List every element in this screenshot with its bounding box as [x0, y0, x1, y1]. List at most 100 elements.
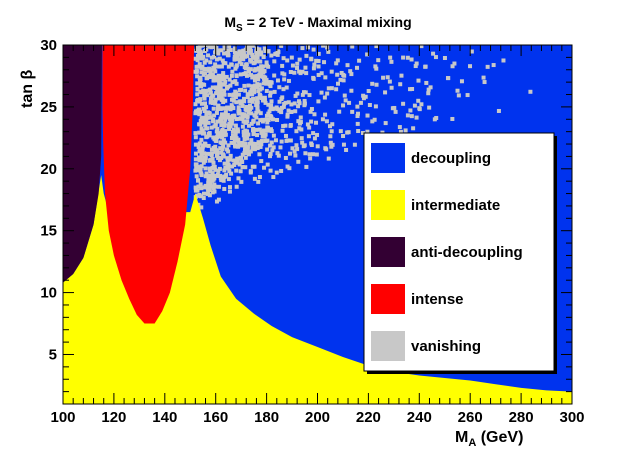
vanishing-point	[194, 162, 199, 167]
vanishing-point	[202, 109, 207, 114]
vanishing-point	[260, 134, 265, 139]
vanishing-point	[416, 98, 421, 103]
vanishing-point	[229, 73, 234, 78]
vanishing-point	[289, 102, 294, 107]
vanishing-point	[209, 153, 214, 158]
vanishing-point	[297, 101, 302, 106]
vanishing-point	[360, 130, 365, 135]
y-tick-label: 20	[40, 161, 57, 178]
region-intermediate	[63, 174, 572, 404]
title-main-text: M	[224, 14, 237, 30]
x-axis-label: MA (GeV)	[455, 429, 523, 449]
vanishing-point	[289, 55, 294, 60]
vanishing-point	[210, 190, 215, 195]
vanishing-point	[222, 106, 227, 111]
vanishing-point	[358, 100, 363, 105]
vanishing-point	[401, 101, 406, 106]
vanishing-point	[213, 101, 218, 106]
vanishing-point	[279, 110, 284, 115]
vanishing-point	[248, 58, 253, 63]
vanishing-point	[211, 66, 216, 71]
vanishing-point	[376, 58, 381, 63]
vanishing-point	[263, 100, 268, 105]
vanishing-point	[424, 80, 429, 85]
x-axis-label-main: M	[455, 429, 468, 446]
vanishing-point	[239, 159, 244, 164]
vanishing-point	[223, 129, 228, 134]
vanishing-point	[232, 46, 237, 51]
vanishing-point	[211, 119, 216, 124]
vanishing-point	[423, 64, 428, 69]
vanishing-point	[206, 177, 211, 182]
vanishing-point	[330, 122, 335, 127]
vanishing-point	[232, 162, 237, 167]
vanishing-point	[309, 119, 314, 124]
vanishing-point	[216, 168, 221, 173]
vanishing-point	[239, 62, 244, 67]
vanishing-point	[257, 127, 262, 132]
vanishing-point	[250, 75, 255, 80]
vanishing-point	[198, 75, 203, 80]
vanishing-point	[309, 141, 314, 146]
vanishing-point	[246, 48, 251, 53]
vanishing-point	[195, 193, 200, 198]
vanishing-point	[215, 126, 220, 131]
vanishing-point	[341, 72, 346, 77]
vanishing-point	[264, 60, 269, 65]
vanishing-point	[254, 49, 259, 54]
vanishing-point	[232, 57, 237, 62]
vanishing-point	[203, 143, 208, 148]
vanishing-point	[307, 93, 312, 98]
vanishing-point	[251, 127, 256, 132]
vanishing-point	[221, 71, 226, 76]
vanishing-point	[246, 69, 251, 74]
vanishing-point	[204, 135, 209, 140]
vanishing-point	[200, 143, 205, 148]
vanishing-point	[283, 133, 288, 138]
vanishing-point	[217, 56, 222, 61]
vanishing-point	[197, 158, 202, 163]
vanishing-point	[202, 131, 207, 136]
vanishing-point	[220, 135, 225, 140]
vanishing-point	[405, 113, 410, 118]
vanishing-point	[254, 127, 259, 132]
vanishing-point	[211, 186, 216, 191]
vanishing-point	[226, 143, 231, 148]
vanishing-point	[197, 141, 202, 146]
vanishing-point	[206, 68, 211, 73]
vanishing-point	[196, 178, 201, 183]
vanishing-point	[209, 45, 214, 50]
vanishing-point	[408, 87, 413, 92]
vanishing-point	[324, 119, 329, 124]
vanishing-point	[197, 155, 202, 160]
vanishing-point	[220, 127, 225, 132]
vanishing-point	[256, 89, 261, 94]
x-tick-label: 240	[407, 409, 432, 426]
vanishing-point	[240, 165, 245, 170]
vanishing-point	[220, 112, 225, 117]
vanishing-point	[372, 117, 377, 122]
vanishing-point	[293, 153, 298, 158]
vanishing-point	[204, 105, 209, 110]
vanishing-point	[229, 171, 234, 176]
vanishing-point	[212, 124, 217, 129]
vanishing-point	[427, 105, 432, 110]
vanishing-point	[295, 91, 300, 96]
x-axis-label-rest: (GeV)	[476, 429, 523, 446]
vanishing-point	[280, 63, 285, 68]
vanishing-point	[349, 72, 354, 77]
legend-label: intense	[411, 291, 464, 308]
vanishing-point	[238, 72, 243, 77]
vanishing-point	[263, 48, 268, 53]
vanishing-point	[256, 59, 261, 64]
vanishing-point	[279, 105, 284, 110]
vanishing-point	[278, 107, 283, 112]
vanishing-point	[233, 144, 238, 149]
vanishing-point	[207, 75, 212, 80]
vanishing-point	[255, 84, 260, 89]
vanishing-point	[283, 155, 288, 160]
vanishing-point	[226, 50, 231, 55]
vanishing-point	[215, 153, 220, 158]
vanishing-point	[234, 117, 239, 122]
